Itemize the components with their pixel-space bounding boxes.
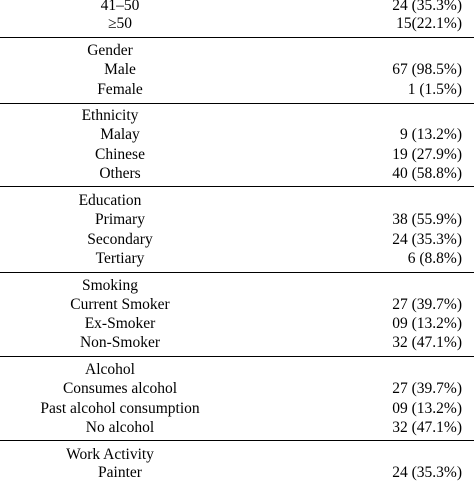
row-value: 1 (1.5%) bbox=[407, 81, 462, 98]
row-label: Malay bbox=[100, 126, 140, 143]
table-row: Non-Smoker 32 (47.1%) bbox=[0, 333, 474, 353]
row-label: Current Smoker bbox=[70, 296, 170, 313]
table-row: Secondary 24 (35.3%) bbox=[0, 230, 474, 250]
row-value: 6 (8.8%) bbox=[407, 250, 462, 267]
section-divider bbox=[0, 186, 474, 187]
section-header-row: Work Activity bbox=[0, 445, 474, 465]
section-header: Ethnicity bbox=[81, 107, 139, 124]
table-row: Painter 24 (35.3%) bbox=[0, 463, 474, 483]
row-label: ≥50 bbox=[107, 15, 132, 32]
row-value: 67 (98.5%) bbox=[392, 61, 462, 78]
row-value: 27 (39.7%) bbox=[392, 380, 462, 397]
row-label: Others bbox=[99, 165, 141, 182]
table-row: Past alcohol consumption 09 (13.2%) bbox=[0, 399, 474, 419]
section-divider bbox=[0, 272, 474, 273]
row-label: No alcohol bbox=[85, 419, 155, 436]
row-value: 32 (47.1%) bbox=[392, 334, 462, 351]
table-row: No alcohol 32 (47.1%) bbox=[0, 418, 474, 438]
section-header-row: Ethnicity bbox=[0, 106, 474, 126]
table-row: Malay 9 (13.2%) bbox=[0, 125, 474, 145]
row-label: Primary bbox=[95, 211, 145, 228]
section-header-row: Gender bbox=[0, 41, 474, 61]
section-header-row: Alcohol bbox=[0, 360, 474, 380]
row-value: 27 (39.7%) bbox=[392, 296, 462, 313]
row-label: Tertiary bbox=[95, 250, 145, 267]
section-header: Gender bbox=[87, 42, 133, 59]
row-label: 41–50 bbox=[100, 0, 140, 14]
row-label: Male bbox=[104, 61, 136, 78]
row-label: Female bbox=[97, 81, 143, 98]
table-row: Tertiary 6 (8.8%) bbox=[0, 249, 474, 269]
row-value: 24 (35.3%) bbox=[392, 0, 462, 14]
section-header: Work Activity bbox=[66, 446, 154, 463]
table-row: Consumes alcohol 27 (39.7%) bbox=[0, 379, 474, 399]
row-value: 09 (13.2%) bbox=[392, 400, 462, 417]
row-label: Consumes alcohol bbox=[62, 380, 178, 397]
section-divider bbox=[0, 103, 474, 104]
row-value: 09 (13.2%) bbox=[392, 315, 462, 332]
row-label: Painter bbox=[98, 464, 142, 481]
section-header-row: Smoking bbox=[0, 276, 474, 296]
table-row: Chinese 19 (27.9%) bbox=[0, 145, 474, 165]
row-label: Chinese bbox=[95, 146, 145, 163]
table-row: Female 1 (1.5%) bbox=[0, 80, 474, 100]
row-value: 19 (27.9%) bbox=[392, 146, 462, 163]
row-value: 24 (35.3%) bbox=[392, 464, 462, 481]
row-label: Secondary bbox=[87, 231, 153, 248]
section-header-row: Education bbox=[0, 191, 474, 211]
row-label: Non-Smoker bbox=[79, 334, 161, 351]
row-value: 24 (35.3%) bbox=[392, 231, 462, 248]
row-value: 32 (47.1%) bbox=[392, 419, 462, 436]
row-value: 40 (58.8%) bbox=[392, 165, 462, 182]
table-row: Ex-Smoker 09 (13.2%) bbox=[0, 314, 474, 334]
section-divider bbox=[0, 37, 474, 38]
row-value: 9 (13.2%) bbox=[400, 126, 462, 143]
row-label: Past alcohol consumption bbox=[40, 400, 200, 417]
section-divider bbox=[0, 356, 474, 357]
section-divider bbox=[0, 440, 474, 441]
table-row: ≥50 15(22.1%) bbox=[0, 14, 474, 34]
table-row: Others 40 (58.8%) bbox=[0, 164, 474, 184]
row-value: 15(22.1%) bbox=[396, 15, 462, 32]
row-value: 38 (55.9%) bbox=[392, 211, 462, 228]
section-header: Education bbox=[78, 192, 142, 209]
section-header: Alcohol bbox=[85, 361, 135, 378]
section-header: Smoking bbox=[82, 277, 138, 294]
table-row: Male 67 (98.5%) bbox=[0, 60, 474, 80]
table-row: Current Smoker 27 (39.7%) bbox=[0, 295, 474, 315]
table-row: 41–50 24 (35.3%) bbox=[0, 0, 474, 16]
row-label: Ex-Smoker bbox=[84, 315, 156, 332]
table-row: Primary 38 (55.9%) bbox=[0, 210, 474, 230]
